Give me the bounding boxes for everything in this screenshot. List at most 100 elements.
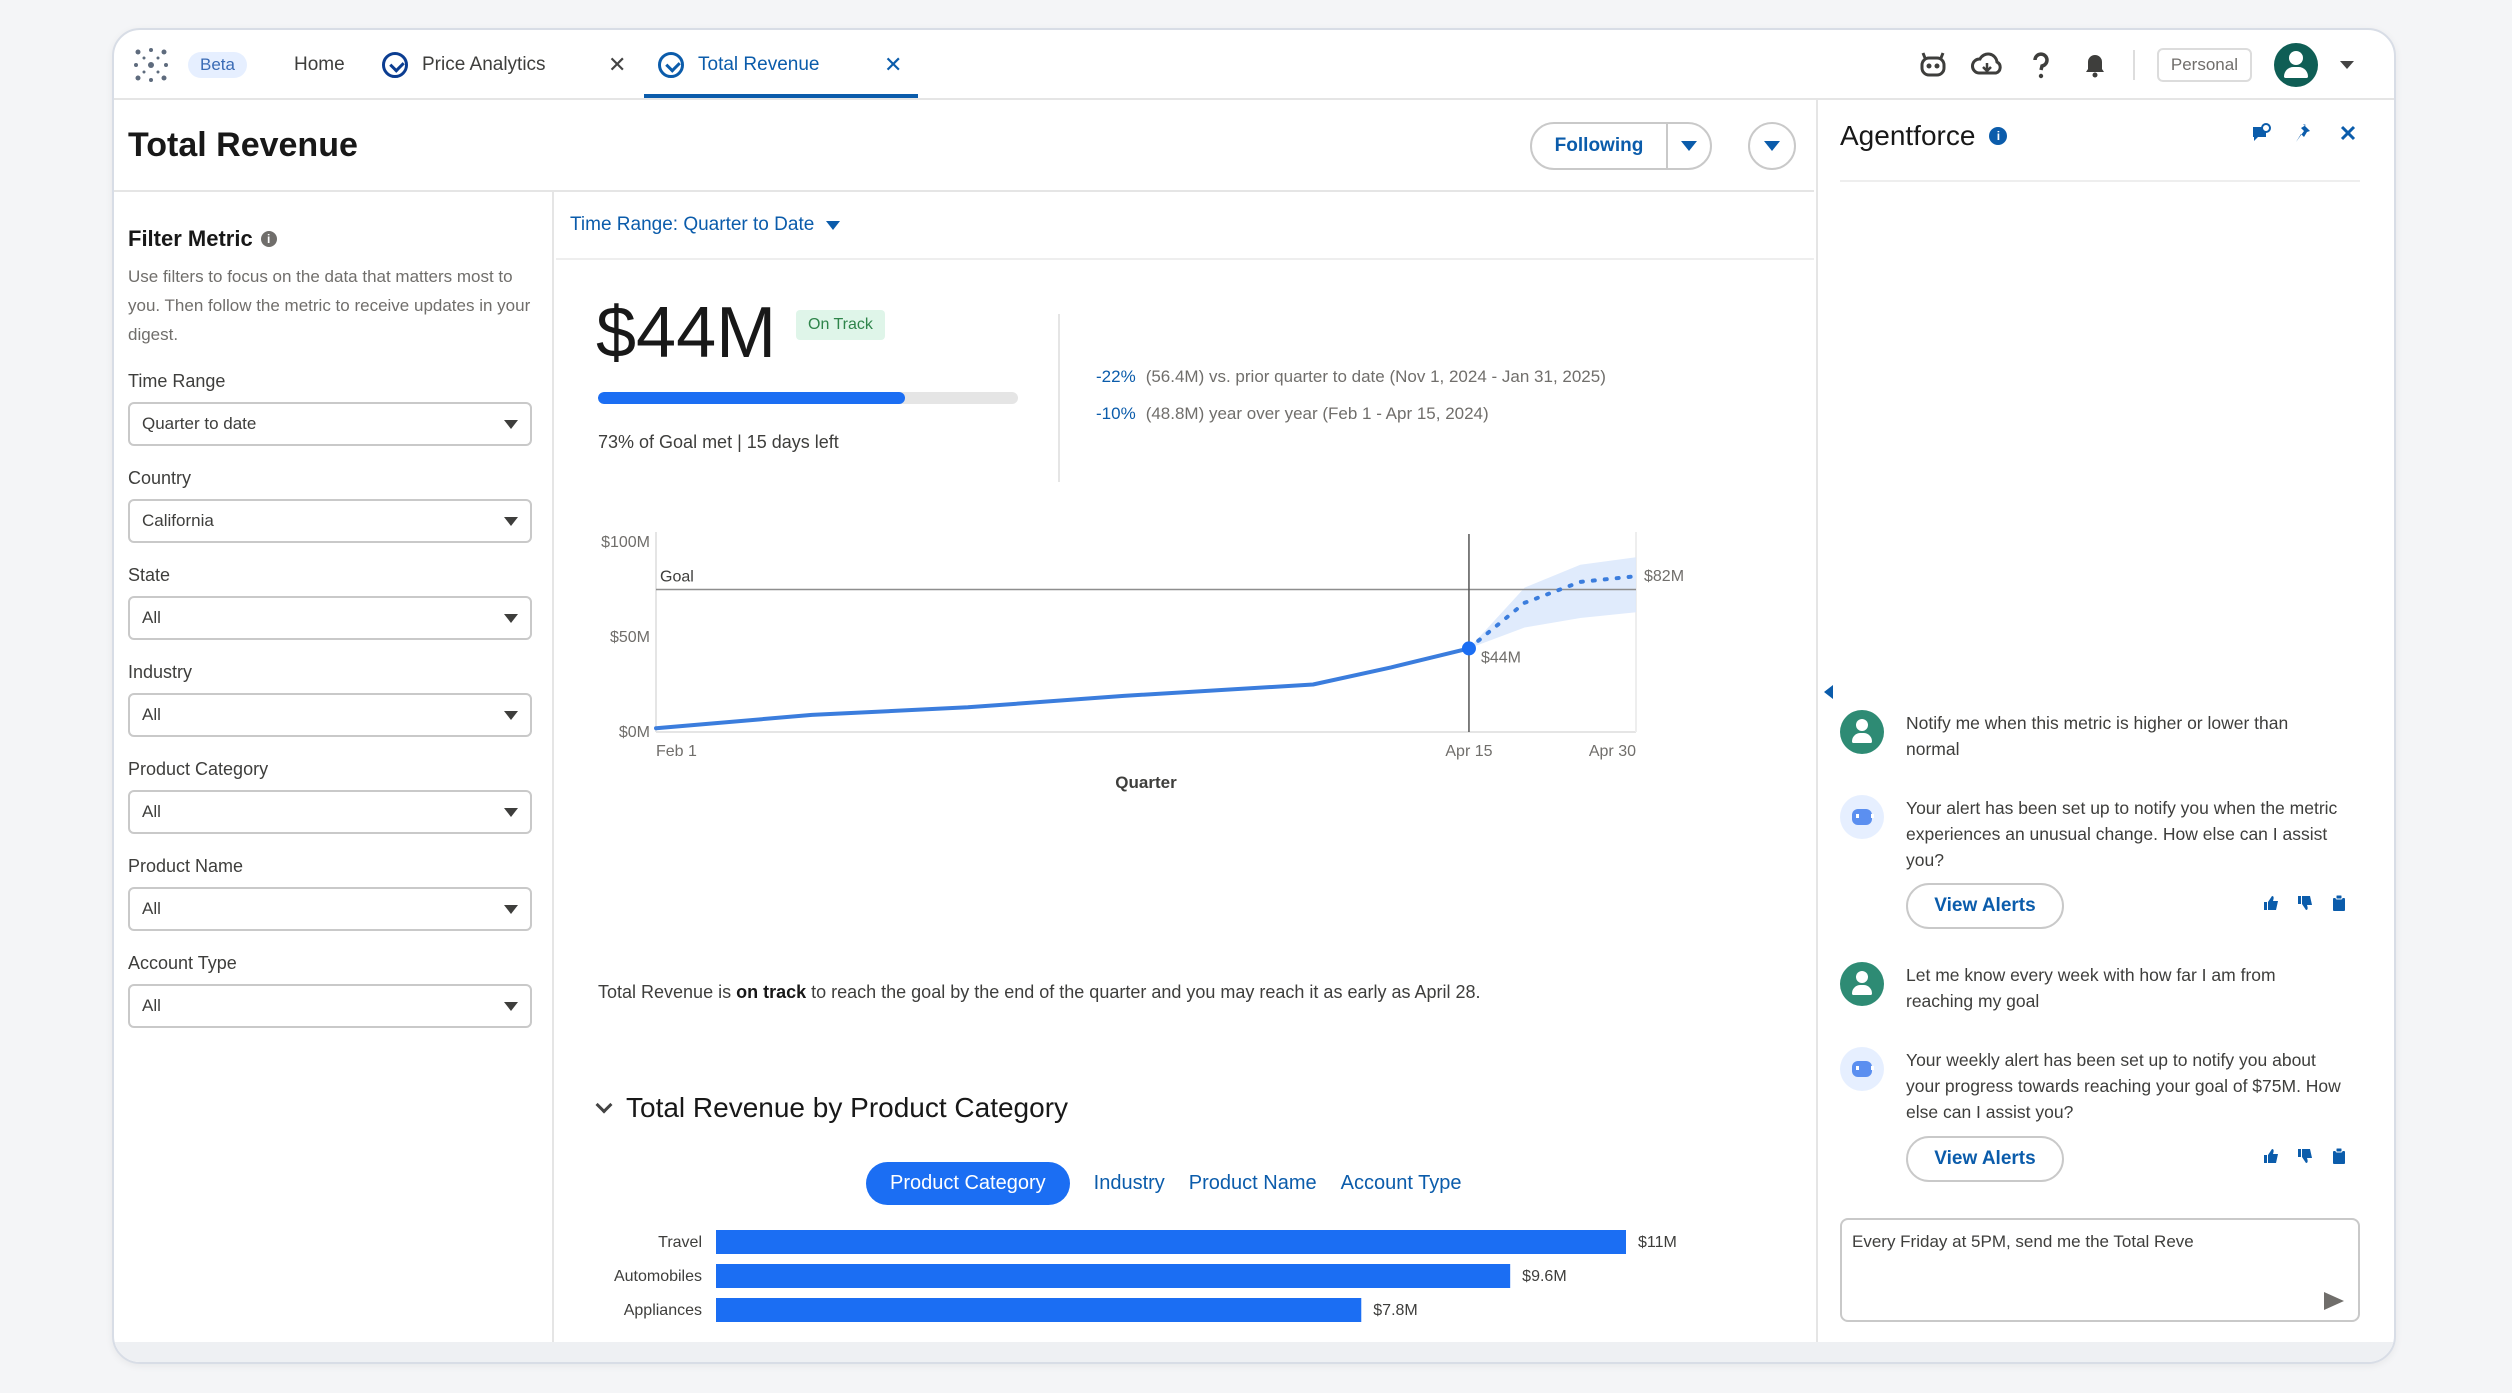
bar xyxy=(716,1264,1511,1288)
summary-text: Total Revenue is xyxy=(598,982,737,1002)
chevron-down-icon xyxy=(1764,141,1780,151)
chevron-down-icon xyxy=(595,1096,613,1114)
select-value: All xyxy=(142,996,161,1015)
current-value-label: $44M xyxy=(1481,649,1521,666)
divider xyxy=(2132,50,2135,80)
analytics-icon xyxy=(658,52,684,78)
tab-label: Home xyxy=(294,54,345,75)
kpi-value: $44M xyxy=(596,293,777,373)
summary-text: to reach the goal by the end of the quar… xyxy=(806,982,1481,1002)
summary-emphasis: on track xyxy=(736,982,807,1002)
tab-product-name[interactable]: Product Name xyxy=(1188,1172,1317,1194)
divider xyxy=(556,258,1814,260)
info-icon[interactable]: i xyxy=(260,231,277,247)
new-chat-icon[interactable] xyxy=(2250,122,2272,144)
view-alerts-button[interactable]: View Alerts xyxy=(1906,1136,2064,1182)
comparison-row: -10% (48.8M) year over year (Feb 1 - Apr … xyxy=(1096,404,1489,424)
view-alerts-button[interactable]: View Alerts xyxy=(1906,883,2064,929)
collapse-panel-icon[interactable] xyxy=(1824,685,1833,699)
category-bar-chart-svg: Travel $11M Automobiles $9.6M Appliances $7.8… xyxy=(614,1230,1677,1322)
x-tick-label: Feb 1 xyxy=(656,743,697,760)
analytics-icon xyxy=(382,52,408,78)
close-icon[interactable]: ✕ xyxy=(884,52,903,77)
cloud-icon[interactable] xyxy=(1970,49,2003,81)
section-title: Total Revenue by Product Category xyxy=(626,1092,1069,1123)
chevron-down-icon[interactable] xyxy=(2340,61,2354,69)
agent-avatar-icon xyxy=(1840,795,1884,839)
thumbs-down-icon[interactable] xyxy=(2296,1147,2314,1165)
time-range-label: Time Range: Quarter to Date xyxy=(570,214,815,235)
tab-product-category[interactable]: Product Category xyxy=(866,1162,1070,1205)
agent-icon[interactable] xyxy=(1917,49,1949,81)
help-icon[interactable] xyxy=(2025,49,2057,81)
metric-main: Time Range: Quarter to Date $44M On Trac… xyxy=(556,192,1814,1342)
more-actions-button[interactable] xyxy=(1748,122,1796,170)
field-label: Industry xyxy=(128,662,193,682)
field-label: Product Category xyxy=(128,759,269,779)
select-value: All xyxy=(142,802,161,821)
time-range-select[interactable]: Quarter to date xyxy=(128,402,532,446)
select-value: Quarter to date xyxy=(142,414,257,433)
y-tick-label: $0M xyxy=(619,724,650,741)
chevron-down-icon xyxy=(504,807,518,817)
following-label[interactable]: Following xyxy=(1532,124,1668,168)
product-category-select[interactable]: All xyxy=(128,790,532,834)
comparison-text: (48.8M) year over year (Feb 1 - Apr 15, … xyxy=(1145,404,1489,423)
apps-grid-icon[interactable] xyxy=(130,44,172,86)
bar-value-label: $7.8M xyxy=(1373,1302,1417,1319)
agent-toolbar xyxy=(2250,122,2358,144)
user-avatar-icon xyxy=(1840,710,1884,754)
tab-home[interactable]: Home xyxy=(294,30,345,100)
tab-total-revenue[interactable]: Total Revenue ✕ xyxy=(658,30,908,100)
chat-input[interactable]: Every Friday at 5PM, send me the Total R… xyxy=(1840,1218,2360,1322)
send-icon[interactable] xyxy=(2324,1292,2344,1310)
state-select[interactable]: All xyxy=(128,596,532,640)
feedback-actions xyxy=(2262,894,2348,912)
insight-summary: Total Revenue is on track to reach the g… xyxy=(598,982,1481,1003)
info-icon[interactable]: i xyxy=(1989,127,2008,145)
tab-price-analytics[interactable]: Price Analytics ✕ xyxy=(382,30,632,100)
bell-icon[interactable] xyxy=(2079,49,2111,81)
following-menu-button[interactable] xyxy=(1668,141,1710,151)
bar-category-label: Travel xyxy=(658,1234,702,1251)
actual-series-line xyxy=(654,646,1471,731)
copy-icon[interactable] xyxy=(2330,894,2348,912)
field-label: Country xyxy=(128,468,192,488)
y-tick-label: $50M xyxy=(610,629,650,646)
country-select[interactable]: California xyxy=(128,499,532,543)
filter-description: Use filters to focus on the data that ma… xyxy=(128,267,531,344)
chat-message-agent: Your alert has been set up to notify you… xyxy=(1840,795,2360,873)
time-range-dropdown[interactable]: Time Range: Quarter to Date xyxy=(570,214,841,236)
x-axis-title: Quarter xyxy=(1115,773,1177,792)
app-window: Beta Home Price Analytics ✕ Total Revenu… xyxy=(112,28,2396,1364)
tab-account-type[interactable]: Account Type xyxy=(1340,1172,1462,1194)
thumbs-up-icon[interactable] xyxy=(2262,894,2280,912)
close-icon[interactable]: ✕ xyxy=(608,52,627,77)
avatar-icon[interactable] xyxy=(2274,43,2318,87)
account-type-select[interactable]: All xyxy=(128,984,532,1028)
thumbs-down-icon[interactable] xyxy=(2296,894,2314,912)
close-icon[interactable] xyxy=(2338,123,2358,143)
divider xyxy=(114,190,1814,192)
chevron-down-icon xyxy=(504,613,518,623)
field-label: Time Range xyxy=(128,371,226,391)
select-value: California xyxy=(142,511,214,530)
chevron-down-icon xyxy=(826,220,841,230)
chat-message-user: Let me know every week with how far I am… xyxy=(1840,962,2360,1014)
category-bar-chart: Travel $11M Automobiles $9.6M Appliances $7.8… xyxy=(596,1226,1776,1346)
goal-progress-bar xyxy=(598,392,1018,404)
copy-icon[interactable] xyxy=(2330,1147,2348,1165)
industry-select[interactable]: All xyxy=(128,693,532,737)
active-tab-indicator xyxy=(644,94,918,98)
product-name-select[interactable]: All xyxy=(128,887,532,931)
following-button[interactable]: Following xyxy=(1530,122,1712,170)
personal-switcher[interactable]: Personal xyxy=(2156,48,2252,82)
progress-fill xyxy=(598,392,905,404)
breakdown-section-toggle[interactable]: Total Revenue by Product Category xyxy=(595,1092,1069,1124)
comparison-pct: -22% xyxy=(1096,367,1136,386)
forecast-band xyxy=(1468,557,1636,649)
tab-industry[interactable]: Industry xyxy=(1093,1172,1165,1194)
thumbs-up-icon[interactable] xyxy=(2262,1147,2280,1165)
bar xyxy=(716,1230,1626,1254)
pin-icon[interactable] xyxy=(2294,122,2316,144)
